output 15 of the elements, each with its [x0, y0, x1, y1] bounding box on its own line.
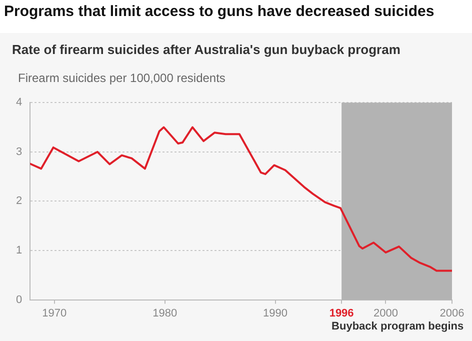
y-tick-label: 2: [16, 195, 22, 208]
x-tick-label: 1996: [329, 307, 354, 320]
y-tick-label: 3: [16, 146, 22, 158]
y-tick-label: 1: [16, 244, 22, 257]
x-tick-label: 2006: [440, 307, 464, 320]
y-tick-label: 4: [16, 96, 22, 109]
band-label: Buyback program begins: [332, 320, 464, 332]
chart-subtitle: Rate of firearm suicides after Australia's gun buyback program: [12, 42, 400, 57]
x-tick-label: 1970: [42, 307, 67, 320]
chart-title: Programs that limit access to guns have decreased suicides: [4, 3, 434, 20]
x-tick-label: 1990: [263, 307, 288, 320]
y-tick-label: 0: [16, 294, 22, 306]
y-axis-title: Firearm suicides per 100,000 residents: [18, 71, 226, 85]
x-tick-label: 2000: [373, 307, 398, 320]
x-tick-label: 1980: [152, 307, 178, 320]
